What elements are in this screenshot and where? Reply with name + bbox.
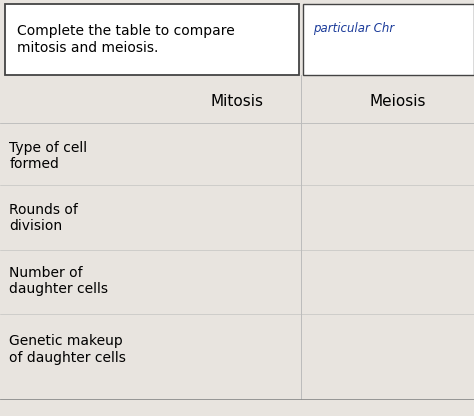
FancyBboxPatch shape xyxy=(303,4,474,75)
Text: Complete the table to compare
mitosis and meiosis.: Complete the table to compare mitosis an… xyxy=(17,25,234,54)
Text: Meiosis: Meiosis xyxy=(370,94,427,109)
Text: Rounds of
division: Rounds of division xyxy=(9,203,78,233)
Text: Genetic makeup
of daughter cells: Genetic makeup of daughter cells xyxy=(9,334,127,364)
Text: Mitosis: Mitosis xyxy=(210,94,264,109)
FancyBboxPatch shape xyxy=(5,4,299,75)
Text: Type of cell
formed: Type of cell formed xyxy=(9,141,88,171)
Text: particular Chr: particular Chr xyxy=(313,22,394,35)
Text: Number of
daughter cells: Number of daughter cells xyxy=(9,266,109,296)
